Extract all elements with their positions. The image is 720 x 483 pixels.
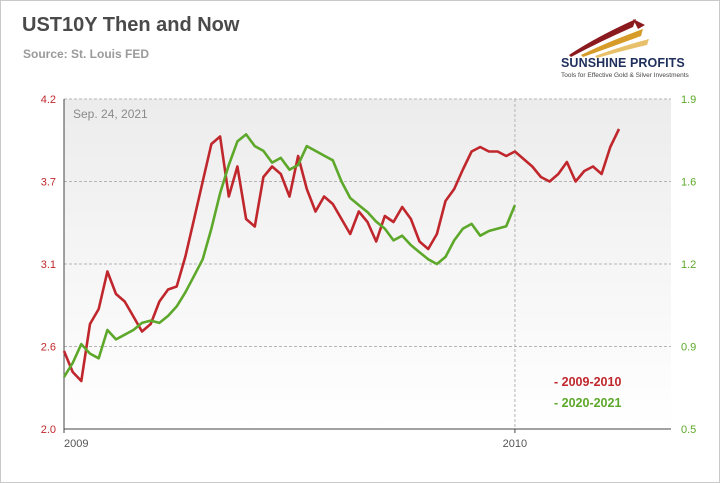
legend-entry-2009-2010: - 2009-2010 <box>554 375 621 389</box>
x-tick-label: 2010 <box>503 438 527 450</box>
logo-tagline: Tools for Effective Gold & Silver Invest… <box>561 72 689 79</box>
chart-title: UST10Y Then and Now <box>22 14 240 36</box>
right-tick-label: 0.9 <box>681 342 696 354</box>
date-label: Sep. 24, 2021 <box>73 107 148 121</box>
right-tick-label: 1.9 <box>681 94 696 106</box>
legend-entry-2020-2021: - 2020-2021 <box>554 396 621 410</box>
axes: 2.0 0.5 2.6 0.9 3.1 1.2 3.7 1.6 4.2 1.9 2009 2010 <box>41 94 697 450</box>
left-tick-label: 2.0 <box>41 424 56 436</box>
sunrise-swoosh-icon <box>569 19 649 58</box>
grid-lines <box>64 98 671 429</box>
right-tick-label: 1.6 <box>681 177 696 189</box>
series-lines <box>62 128 621 383</box>
chart-source: Source: St. Louis FED <box>23 47 150 61</box>
left-tick-label: 2.6 <box>41 342 56 354</box>
right-tick-label: 0.5 <box>681 424 696 436</box>
series-line-2009-2010 <box>62 128 621 383</box>
series-line-2020-2021 <box>62 133 517 378</box>
left-tick-label: 3.7 <box>41 177 56 189</box>
left-tick-label: 4.2 <box>41 94 56 106</box>
logo-name: SUNSHINE PROFITS <box>561 56 685 70</box>
right-tick-label: 1.2 <box>681 259 696 271</box>
legend: - 2009-2010 - 2020-2021 <box>554 375 621 410</box>
left-tick-label: 3.1 <box>41 259 56 271</box>
x-tick-label: 2009 <box>64 438 88 450</box>
